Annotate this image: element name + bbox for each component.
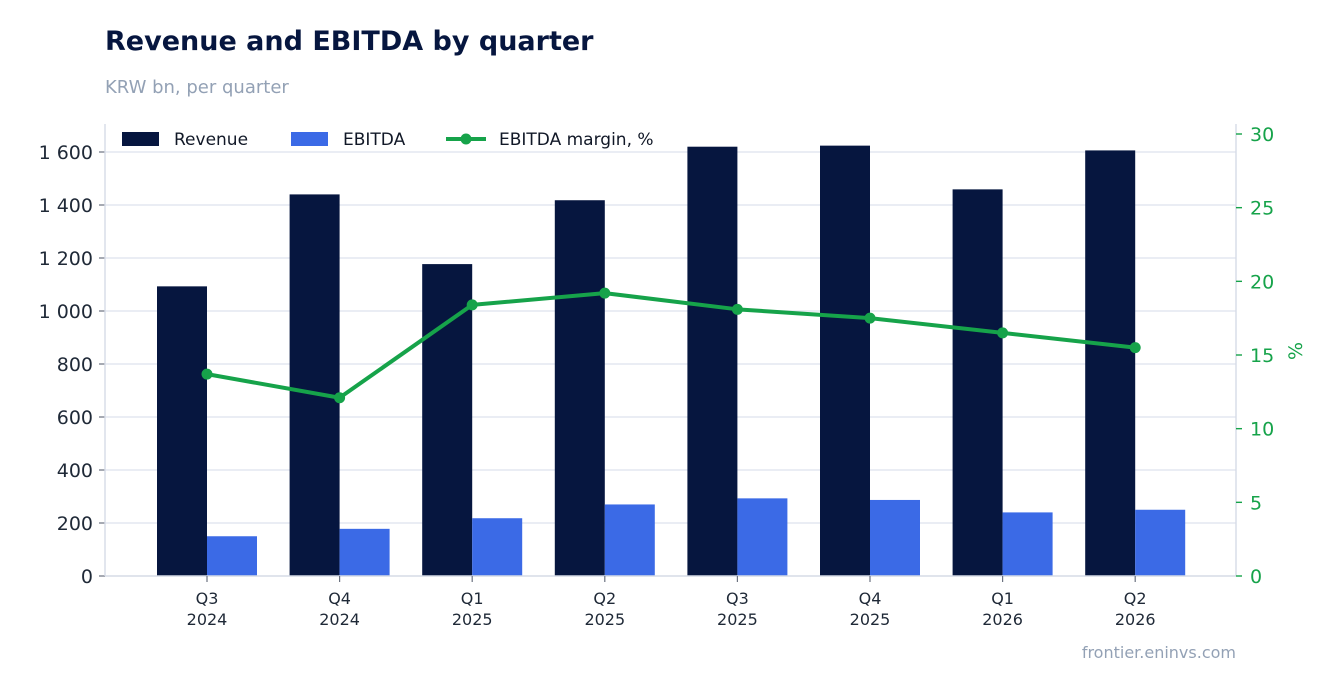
right-axis-label: %: [1285, 342, 1307, 360]
revenue-bar: [1085, 150, 1136, 576]
right-axis-tick-label: 15: [1250, 345, 1274, 367]
x-axis-tick-label-year: 2025: [717, 610, 758, 629]
x-axis-tick-label-quarter: Q1: [991, 589, 1014, 608]
right-axis-tick-label: 0: [1250, 566, 1262, 588]
x-axis-tick-label-quarter: Q1: [461, 589, 484, 608]
right-axis-tick-label: 10: [1250, 419, 1274, 441]
ebitda-bar: [472, 518, 523, 576]
ebitda-bar: [207, 536, 257, 576]
right-axis-tick-label: 20: [1250, 271, 1274, 293]
x-axis-tick-label-year: 2025: [584, 610, 625, 629]
left-axis-tick-label: 1 600: [39, 142, 93, 164]
grid-lines: [105, 151, 1236, 524]
left-axis-tick-label: 1 400: [39, 195, 93, 217]
x-axis-tick-label-year: 2026: [982, 610, 1023, 629]
right-axis-tick-label: 25: [1250, 198, 1274, 220]
x-axis-tick-label-year: 2025: [850, 610, 891, 629]
x-axis-tick-label-quarter: Q3: [726, 589, 749, 608]
x-axis-tick-label-quarter: Q2: [1124, 589, 1147, 608]
chart-subtitle: KRW bn, per quarter: [105, 77, 289, 98]
x-axis-tick-label-quarter: Q3: [196, 589, 219, 608]
ebitda-margin-point: [201, 368, 213, 380]
ebitda-margin-point: [334, 392, 346, 404]
left-axis-tick-label: 1 200: [39, 248, 93, 270]
ebitda-margin-point: [466, 299, 478, 311]
ebitda-margin-point: [599, 287, 611, 299]
left-axis-tick-label: 400: [57, 460, 93, 482]
legend-swatch-revenue: [122, 132, 159, 146]
right-axis-tick-label: 30: [1250, 124, 1274, 146]
ebitda-margin-point: [1129, 342, 1141, 354]
left-axis-tick-label: 800: [57, 354, 93, 376]
ebitda-bar: [339, 528, 390, 576]
revenue-bar: [289, 194, 340, 576]
margin-line-series: [201, 287, 1141, 404]
legend-swatch-margin-marker: [460, 133, 472, 145]
revenue-bar: [157, 286, 207, 576]
x-axis-tick-label-year: 2026: [1115, 610, 1156, 629]
legend-swatch-ebitda: [291, 132, 328, 146]
x-axis-tick-label-quarter: Q4: [859, 589, 882, 608]
ebitda-margin-point: [731, 303, 743, 315]
ebitda-bar: [737, 498, 788, 576]
left-axis-tick-label: 200: [57, 513, 93, 535]
axes: 0 200 400 600 800 1 000 1 200 1 400 1 600 0 5 10 15 2…: [39, 124, 1307, 629]
ebitda-bar: [870, 499, 920, 576]
legend-label-margin: EBITDA margin, %: [499, 130, 654, 150]
legend-label-ebitda: EBITDA: [343, 130, 406, 150]
revenue-bar: [422, 264, 473, 576]
x-axis-tick-label-quarter: Q4: [328, 589, 351, 608]
revenue-bar: [687, 146, 738, 576]
ebitda-margin-point: [864, 312, 876, 324]
revenue-bar: [554, 200, 605, 577]
ebitda-margin-point: [997, 327, 1009, 339]
left-axis-tick-label: 1 000: [39, 301, 93, 323]
x-axis-tick-label-quarter: Q2: [593, 589, 616, 608]
x-axis-tick-label-year: 2025: [452, 610, 493, 629]
bar-series: [157, 145, 1186, 577]
revenue-bar: [952, 189, 1003, 577]
legend-label-revenue: Revenue: [174, 130, 248, 150]
revenue-bar: [820, 145, 870, 576]
ebitda-bar: [604, 504, 655, 576]
ebitda-margin-line: [206, 291, 1136, 400]
left-axis-tick-label: 0: [81, 566, 93, 588]
x-axis-tick-label-year: 2024: [187, 610, 228, 629]
left-axis-tick-label: 600: [57, 407, 93, 429]
ebitda-bar: [1135, 509, 1186, 576]
ebitda-bar: [1002, 512, 1053, 576]
source-link[interactable]: frontier.eninvs.com: [1081, 643, 1236, 662]
x-axis-tick-label-year: 2024: [319, 610, 360, 629]
legend: Revenue EBITDA EBITDA margin, %: [122, 130, 654, 150]
right-axis-tick-label: 5: [1250, 492, 1262, 514]
chart-title: Revenue and EBITDA by quarter: [105, 26, 594, 57]
